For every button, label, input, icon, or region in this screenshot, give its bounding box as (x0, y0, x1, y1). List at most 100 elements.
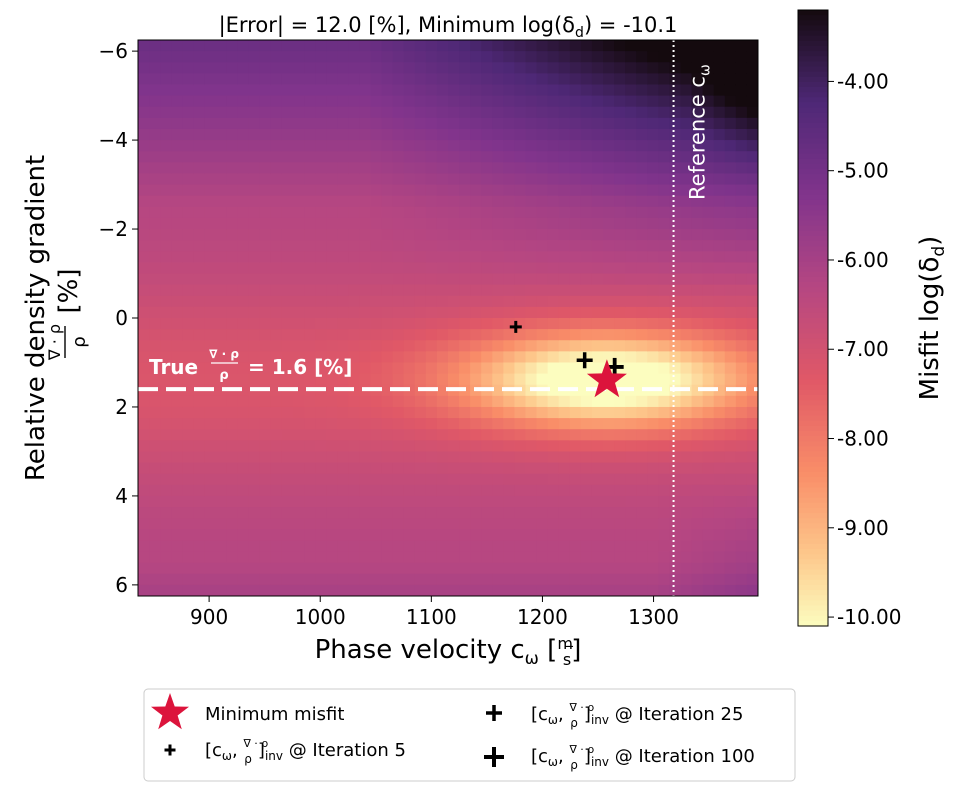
heatmap-cell (746, 95, 758, 108)
heatmap-cell (614, 373, 626, 386)
heatmap-cell (315, 518, 327, 530)
heatmap-cell (293, 295, 305, 308)
heatmap-cell (281, 329, 294, 341)
heatmap-cell (691, 518, 704, 530)
heatmap-cell (160, 473, 172, 486)
heatmap-cell (381, 229, 394, 241)
heatmap-cell (691, 284, 704, 297)
heatmap-cell (636, 229, 648, 241)
heatmap-cell (193, 273, 206, 286)
heatmap-cell (558, 440, 571, 453)
colorbar-band (798, 282, 828, 288)
heatmap-cell (558, 295, 571, 308)
x-axis-ticks: 900 1000 1100 1200 1300 (190, 596, 679, 629)
heatmap-cell (392, 473, 405, 486)
heatmap-cell (436, 462, 449, 475)
heatmap-cell (459, 406, 471, 419)
heatmap-cell (702, 240, 715, 252)
heatmap-cell (436, 529, 449, 541)
x-tick-label: 1100 (406, 605, 457, 629)
heatmap-cell (724, 318, 737, 330)
heatmap-cell (370, 329, 383, 341)
heatmap-cell (293, 584, 305, 596)
heatmap-cell (425, 295, 438, 308)
heatmap-cell (337, 351, 349, 364)
heatmap-cell (591, 262, 604, 275)
heatmap-cell (470, 540, 482, 553)
heatmap-cell (691, 73, 704, 86)
heatmap-cell (436, 195, 449, 208)
heatmap-cell (392, 140, 405, 152)
heatmap-cell (193, 173, 206, 186)
heatmap-cell (547, 284, 560, 297)
heatmap-cell (171, 362, 183, 375)
heatmap-cell (713, 340, 726, 352)
heatmap-cell (370, 429, 383, 441)
heatmap-cell (658, 95, 671, 108)
heatmap-cell (370, 306, 383, 319)
heatmap-cell (547, 273, 560, 286)
heatmap-cell (569, 306, 582, 319)
heatmap-cell (436, 562, 449, 575)
heatmap-cell (547, 162, 560, 175)
heatmap-cell (492, 362, 504, 375)
heatmap-cell (248, 106, 261, 119)
heatmap-cell (337, 240, 349, 252)
heatmap-cell (658, 306, 671, 319)
heatmap-cell (492, 418, 504, 430)
heatmap-cell (193, 540, 206, 553)
heatmap-cell (492, 384, 504, 397)
heatmap-cell (691, 195, 704, 208)
colorbar-band (798, 425, 828, 432)
heatmap-cell (691, 418, 704, 430)
heatmap-cell (414, 351, 427, 364)
heatmap-cell (182, 151, 194, 163)
heatmap-cell (259, 495, 272, 508)
heatmap-cell (614, 462, 626, 475)
heatmap-cell (636, 440, 648, 453)
heatmap-cell (392, 95, 405, 108)
heatmap-cell (614, 62, 626, 74)
heatmap-cell (215, 540, 228, 553)
heatmap-cell (691, 573, 704, 586)
heatmap-cell (425, 40, 438, 52)
heatmap-cell (536, 584, 549, 596)
heatmap-cell (669, 440, 682, 453)
heatmap-cell (248, 462, 261, 475)
heatmap-cell (381, 562, 394, 575)
y-axis-label-unit: [%] (54, 269, 84, 314)
heatmap-cell (746, 418, 758, 430)
heatmap-cell (226, 206, 239, 219)
heatmap-cell (259, 217, 272, 230)
heatmap-cell (746, 318, 758, 330)
heatmap-cell (138, 128, 150, 141)
heatmap-cell (237, 573, 250, 586)
heatmap-cell (381, 306, 394, 319)
heatmap-cell (237, 362, 250, 375)
heatmap-cell (392, 184, 405, 197)
heatmap-cell (591, 95, 604, 108)
heatmap-cell (392, 284, 405, 297)
heatmap-cell (182, 573, 194, 586)
heatmap-cell (724, 106, 737, 119)
heatmap-cell (182, 217, 194, 230)
heatmap-cell (735, 117, 748, 130)
iteration-5-marker (509, 320, 522, 333)
heatmap-cell (569, 51, 582, 63)
heatmap-cell (702, 306, 715, 319)
heatmap-cell (591, 329, 604, 341)
heatmap-cell (746, 451, 758, 464)
heatmap-cell (492, 340, 504, 352)
heatmap-cell (503, 162, 516, 175)
legend-label-iteration-100: [cω, ∇ · ρ ρ]inv @ Iteration 100 (531, 743, 755, 772)
heatmap-cell (647, 262, 659, 275)
heatmap-cell (702, 351, 715, 364)
heatmap-cell (414, 318, 427, 330)
heatmap-cell (647, 507, 659, 519)
heatmap-cell (735, 184, 748, 197)
heatmap-cell (724, 562, 737, 575)
heatmap-cell (647, 306, 659, 319)
colorbar-band (798, 271, 828, 278)
heatmap-cell (270, 51, 283, 63)
heatmap-cell (448, 84, 460, 97)
